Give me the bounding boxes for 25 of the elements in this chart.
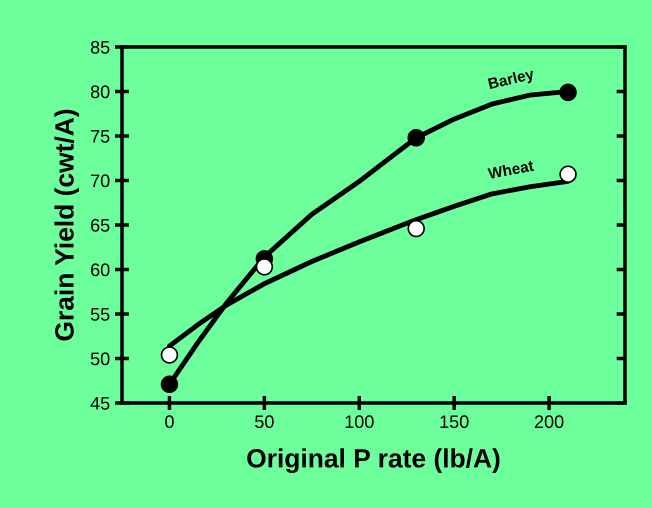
y-tick-label: 85	[90, 40, 110, 54]
y-tick-label: 50	[90, 352, 110, 366]
point	[256, 258, 274, 276]
text: Wheat	[487, 160, 534, 180]
y-tick-label: 60	[91, 263, 110, 276]
point	[407, 220, 425, 238]
y-tick-label: 80	[90, 85, 110, 98]
y-tick-label: 45	[90, 397, 110, 410]
x-tick-label: 100	[346, 415, 374, 428]
point	[407, 129, 425, 147]
y-tick-label: 65	[91, 218, 110, 232]
x-tick-label: 150	[440, 415, 469, 428]
x-tick-label: 0	[165, 415, 174, 428]
x-axis-title: Original P rate (lb/A)	[247, 448, 500, 474]
x-tick-label: 50	[255, 415, 274, 428]
text: Barley	[488, 68, 536, 92]
y-tick-label: 70	[91, 174, 110, 188]
y-tick-label: 75	[91, 130, 110, 143]
point	[559, 84, 577, 102]
y-axis-title: Grain Yield (cwt/A)	[54, 110, 79, 340]
point	[160, 346, 178, 364]
point	[160, 376, 178, 394]
y-tick-label: 55	[90, 308, 110, 321]
x-tick-label: 200	[534, 415, 564, 428]
point	[559, 166, 577, 184]
